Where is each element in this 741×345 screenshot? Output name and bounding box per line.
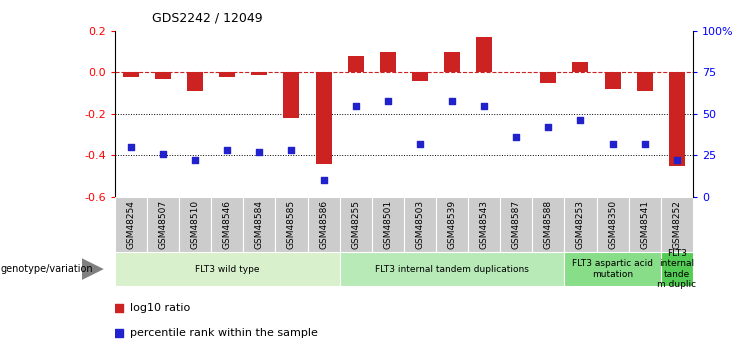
- FancyBboxPatch shape: [565, 252, 661, 286]
- Bar: [476, 37, 492, 72]
- Text: GSM48501: GSM48501: [383, 200, 392, 249]
- Bar: [637, 72, 653, 91]
- FancyBboxPatch shape: [565, 197, 597, 252]
- Point: [607, 141, 619, 146]
- Point: [671, 157, 682, 163]
- Text: GSM48507: GSM48507: [159, 200, 167, 249]
- FancyBboxPatch shape: [308, 197, 339, 252]
- FancyBboxPatch shape: [243, 197, 276, 252]
- FancyBboxPatch shape: [211, 197, 243, 252]
- FancyBboxPatch shape: [404, 197, 436, 252]
- Text: GSM48546: GSM48546: [223, 200, 232, 249]
- Text: GSM48252: GSM48252: [672, 200, 681, 249]
- Point: [478, 103, 490, 108]
- Point: [639, 141, 651, 146]
- Text: GSM48539: GSM48539: [448, 200, 456, 249]
- Polygon shape: [82, 258, 104, 280]
- Text: FLT3
internal
tande
m duplic: FLT3 internal tande m duplic: [657, 249, 697, 289]
- Bar: [444, 52, 460, 72]
- Text: GSM48254: GSM48254: [127, 200, 136, 249]
- Point: [350, 103, 362, 108]
- Point: [285, 148, 297, 153]
- Point: [157, 151, 169, 156]
- Bar: [123, 72, 139, 77]
- Point: [328, 235, 339, 240]
- Text: FLT3 wild type: FLT3 wild type: [195, 265, 259, 274]
- Bar: [187, 72, 203, 91]
- Bar: [668, 72, 685, 166]
- Text: log10 ratio: log10 ratio: [130, 303, 190, 313]
- Point: [446, 98, 458, 104]
- Text: GSM48350: GSM48350: [608, 200, 617, 249]
- Text: GDS2242 / 12049: GDS2242 / 12049: [152, 11, 262, 24]
- Text: GSM48253: GSM48253: [576, 200, 585, 249]
- Text: genotype/variation: genotype/variation: [1, 264, 93, 274]
- Text: GSM48587: GSM48587: [512, 200, 521, 249]
- Point: [253, 149, 265, 155]
- Text: FLT3 internal tandem duplications: FLT3 internal tandem duplications: [375, 265, 529, 274]
- Point: [125, 144, 137, 150]
- Text: GSM48510: GSM48510: [190, 200, 199, 249]
- FancyBboxPatch shape: [276, 197, 308, 252]
- Point: [511, 134, 522, 140]
- Text: GSM48586: GSM48586: [319, 200, 328, 249]
- FancyBboxPatch shape: [661, 252, 693, 286]
- FancyBboxPatch shape: [339, 197, 372, 252]
- Point: [542, 124, 554, 130]
- Text: GSM48255: GSM48255: [351, 200, 360, 249]
- Bar: [155, 72, 171, 79]
- Text: GSM48588: GSM48588: [544, 200, 553, 249]
- FancyBboxPatch shape: [661, 197, 693, 252]
- Bar: [251, 72, 268, 75]
- Bar: [219, 72, 235, 77]
- FancyBboxPatch shape: [179, 197, 211, 252]
- Bar: [412, 72, 428, 81]
- Point: [574, 118, 586, 123]
- Text: GSM48585: GSM48585: [287, 200, 296, 249]
- Point: [382, 98, 393, 104]
- Bar: [605, 72, 620, 89]
- Text: GSM48541: GSM48541: [640, 200, 649, 249]
- FancyBboxPatch shape: [597, 197, 628, 252]
- FancyBboxPatch shape: [500, 197, 532, 252]
- FancyBboxPatch shape: [468, 197, 500, 252]
- FancyBboxPatch shape: [532, 197, 565, 252]
- Bar: [572, 62, 588, 72]
- Text: percentile rank within the sample: percentile rank within the sample: [130, 328, 318, 337]
- Bar: [348, 56, 364, 72]
- FancyBboxPatch shape: [628, 197, 661, 252]
- Text: FLT3 aspartic acid
mutation: FLT3 aspartic acid mutation: [572, 259, 653, 279]
- Bar: [540, 72, 556, 83]
- Bar: [283, 72, 299, 118]
- FancyBboxPatch shape: [339, 252, 565, 286]
- Point: [222, 148, 233, 153]
- Bar: [316, 72, 332, 164]
- Point: [414, 141, 426, 146]
- Text: GSM48543: GSM48543: [479, 200, 488, 249]
- FancyBboxPatch shape: [436, 197, 468, 252]
- Point: [328, 11, 339, 16]
- Point: [189, 157, 201, 163]
- Text: GSM48503: GSM48503: [416, 200, 425, 249]
- Bar: [379, 52, 396, 72]
- FancyBboxPatch shape: [115, 252, 339, 286]
- FancyBboxPatch shape: [115, 197, 147, 252]
- FancyBboxPatch shape: [372, 197, 404, 252]
- Point: [318, 177, 330, 183]
- Text: GSM48584: GSM48584: [255, 200, 264, 249]
- FancyBboxPatch shape: [147, 197, 179, 252]
